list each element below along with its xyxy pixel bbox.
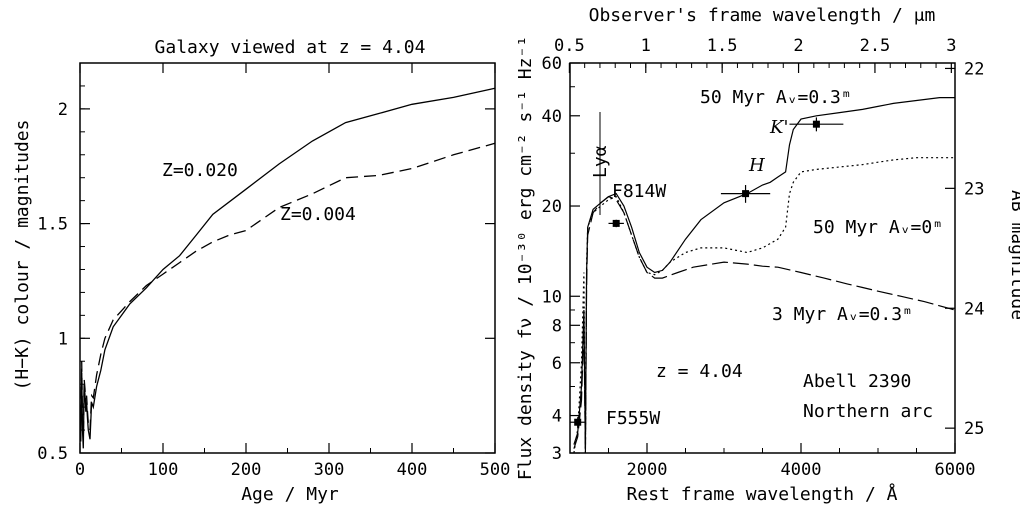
left-x-tick-label: 500 [480, 460, 511, 480]
label-cluster: Abell 2390 [803, 371, 911, 392]
right-y2-tick-label: 24 [964, 299, 984, 319]
label-lya: Lyα [590, 145, 611, 178]
left-x-tick-label: 300 [314, 460, 345, 480]
label-f814w: F814W [612, 181, 666, 202]
right-y-tick-label: 60 [542, 54, 562, 74]
left-y-tick-label: 2 [58, 100, 68, 120]
right-y-tick-label: 20 [542, 197, 562, 217]
right-x2-tick-label: 0.5 [554, 36, 585, 56]
right-photometry [570, 117, 844, 428]
right-x-tick-label: 4000 [781, 460, 822, 480]
right-x-tick-label: 6000 [935, 460, 976, 480]
photometry-point [612, 219, 620, 227]
right-y2-tick-label: 23 [964, 179, 984, 199]
right-y2-axis-label: AB magnitude [1007, 190, 1020, 320]
left-ticks: 0 100 200 300 400 500 0.5 1 1.5 2 [37, 63, 510, 480]
photometry-point [812, 120, 820, 128]
left-chart: Galaxy viewed at z = 4.04 0 100 200 300 400 5… [12, 37, 510, 505]
right-y-tick-label: 3 [552, 444, 562, 464]
right-x-tick-label: 2000 [627, 460, 668, 480]
right-y-tick-label: 8 [552, 316, 562, 336]
left-series-line [80, 142, 496, 442]
right-x-axis-label: Rest frame wavelength / Å [627, 483, 898, 505]
right-series [573, 96, 956, 454]
label-3myr-av03: 3 Myr Aᵥ=0.3ᵐ [772, 304, 913, 325]
label-arc: Northern arc [803, 401, 933, 422]
right-series-line [573, 195, 956, 454]
right-series-line [573, 96, 955, 449]
label-50myr-av03: 50 Myr Aᵥ=0.3ᵐ [700, 87, 852, 108]
label-z0004: Z=0.004 [280, 204, 356, 225]
left-x-tick-label: 100 [148, 460, 179, 480]
label-z0020: Z=0.020 [162, 160, 238, 181]
right-y-tick-label: 40 [542, 107, 562, 127]
left-x-tick-label: 0 [75, 460, 85, 480]
label-h: H [748, 155, 765, 176]
right-y2-tick-label: 22 [964, 59, 984, 79]
right-y-tick-label: 4 [552, 407, 562, 427]
left-x-tick-label: 400 [397, 460, 428, 480]
right-y-tick-label: 6 [552, 354, 562, 374]
left-y-axis-label: (H−K) colour / magnitudes [12, 120, 33, 391]
right-x2-tick-label: 1 [641, 36, 651, 56]
label-k: K' [769, 117, 788, 138]
left-chart-title: Galaxy viewed at z = 4.04 [155, 37, 426, 58]
right-x2-tick-label: 2.5 [860, 36, 891, 56]
right-plot-frame [569, 62, 956, 454]
label-redshift: z = 4.04 [656, 361, 743, 382]
left-x-tick-label: 200 [231, 460, 262, 480]
right-x2-tick-label: 3 [946, 36, 956, 56]
photometry-point [742, 190, 750, 198]
label-50myr-av0: 50 Myr Aᵥ=0ᵐ [813, 217, 943, 238]
left-x-axis-label: Age / Myr [241, 484, 339, 505]
left-y-tick-label: 0.5 [37, 444, 68, 464]
right-x2-tick-label: 1.5 [707, 36, 738, 56]
left-y-tick-label: 1.5 [37, 215, 68, 235]
left-plot-frame [79, 62, 496, 454]
right-top-axis-label: Observer's frame wavelength / μm [589, 5, 936, 26]
photometry-point [574, 418, 582, 426]
left-y-tick-label: 1 [58, 329, 68, 349]
right-chart: 2000 4000 6000 0.5 1 1.5 2 2.5 3 3 4 6 8 10 20 40 60 22 23… [515, 5, 1020, 505]
right-y-tick-label: 10 [542, 287, 562, 307]
label-f555w: F555W [606, 408, 660, 429]
left-series [80, 87, 496, 449]
right-y-axis-label: Flux density fν / 10⁻³⁰ erg cm⁻² s⁻¹ Hz⁻… [515, 36, 536, 480]
left-series-line [80, 87, 496, 449]
right-y2-tick-label: 25 [964, 419, 984, 439]
right-x2-tick-label: 2 [793, 36, 803, 56]
